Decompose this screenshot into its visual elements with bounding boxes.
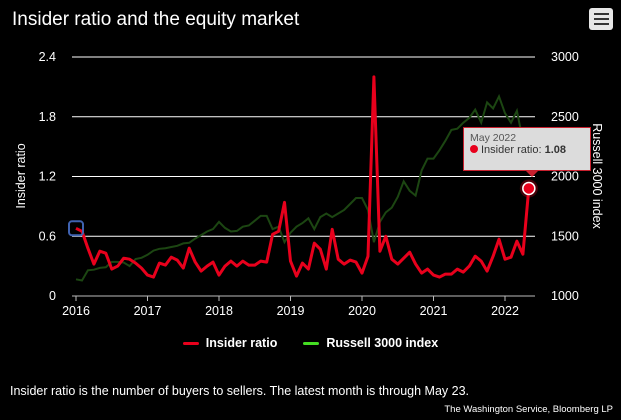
legend-swatch-green [303,341,320,345]
x-tick-label: 2021 [420,304,448,318]
source-credit: The Washington Service, Bloomberg LP [444,404,613,415]
legend-label: Insider ratio [205,336,278,350]
y2-tick-label: 1000 [551,289,579,303]
y-tick-label: 1.8 [39,110,56,124]
legend-swatch-red [182,341,199,345]
footnote: Insider ratio is the number of buyers to… [10,384,470,398]
chart-title: Insider ratio and the equity market [12,9,300,30]
series-line-insider-ratio [75,75,531,279]
series-line-russell-3000 [75,93,530,282]
focus-marker [68,220,84,237]
y2-tick-label: 1500 [551,229,579,243]
x-tick-label: 2020 [348,304,376,318]
tooltip-dot-icon [470,145,478,153]
y-tick-label: 2.4 [39,50,56,64]
hamburger-menu-icon[interactable] [589,8,613,30]
tooltip-month: May 2022 [470,132,517,144]
tooltip-value: 1.08 [544,144,567,156]
x-tick-label: 2016 [62,304,90,318]
hover-point [522,181,536,196]
y-tick-label: 0.6 [39,229,56,243]
tooltip-label: Insider ratio: [481,144,542,156]
tooltip: May 2022 Insider ratio: 1.08 [463,127,591,177]
y2-tick-label: 2500 [551,110,579,124]
y2-tick-label: 2000 [551,170,579,184]
legend: Insider ratio Russell 3000 index [0,336,621,350]
y2-tick-label: 3000 [551,50,579,64]
y-tick-label: 1.2 [39,170,56,184]
y-axis-label: Insider ratio [14,143,28,208]
x-tick-label: 2018 [205,304,233,318]
x-tick-label: 2022 [491,304,519,318]
chart: 0 1000 0.6 1500 1.2 2000 1.8 2500 2.4 3000 2016 201… [14,50,604,318]
legend-item-russell-3000[interactable]: Russell 3000 index [303,336,438,350]
x-tick-label: 2019 [277,304,305,318]
x-tick-label: 2017 [134,304,162,318]
tooltip-arrow [526,171,538,177]
legend-item-insider-ratio[interactable]: Insider ratio [182,336,278,350]
legend-label: Russell 3000 index [326,336,439,350]
y2-axis-label: Russell 3000 index [590,123,604,229]
y-tick-label: 0 [49,289,56,303]
